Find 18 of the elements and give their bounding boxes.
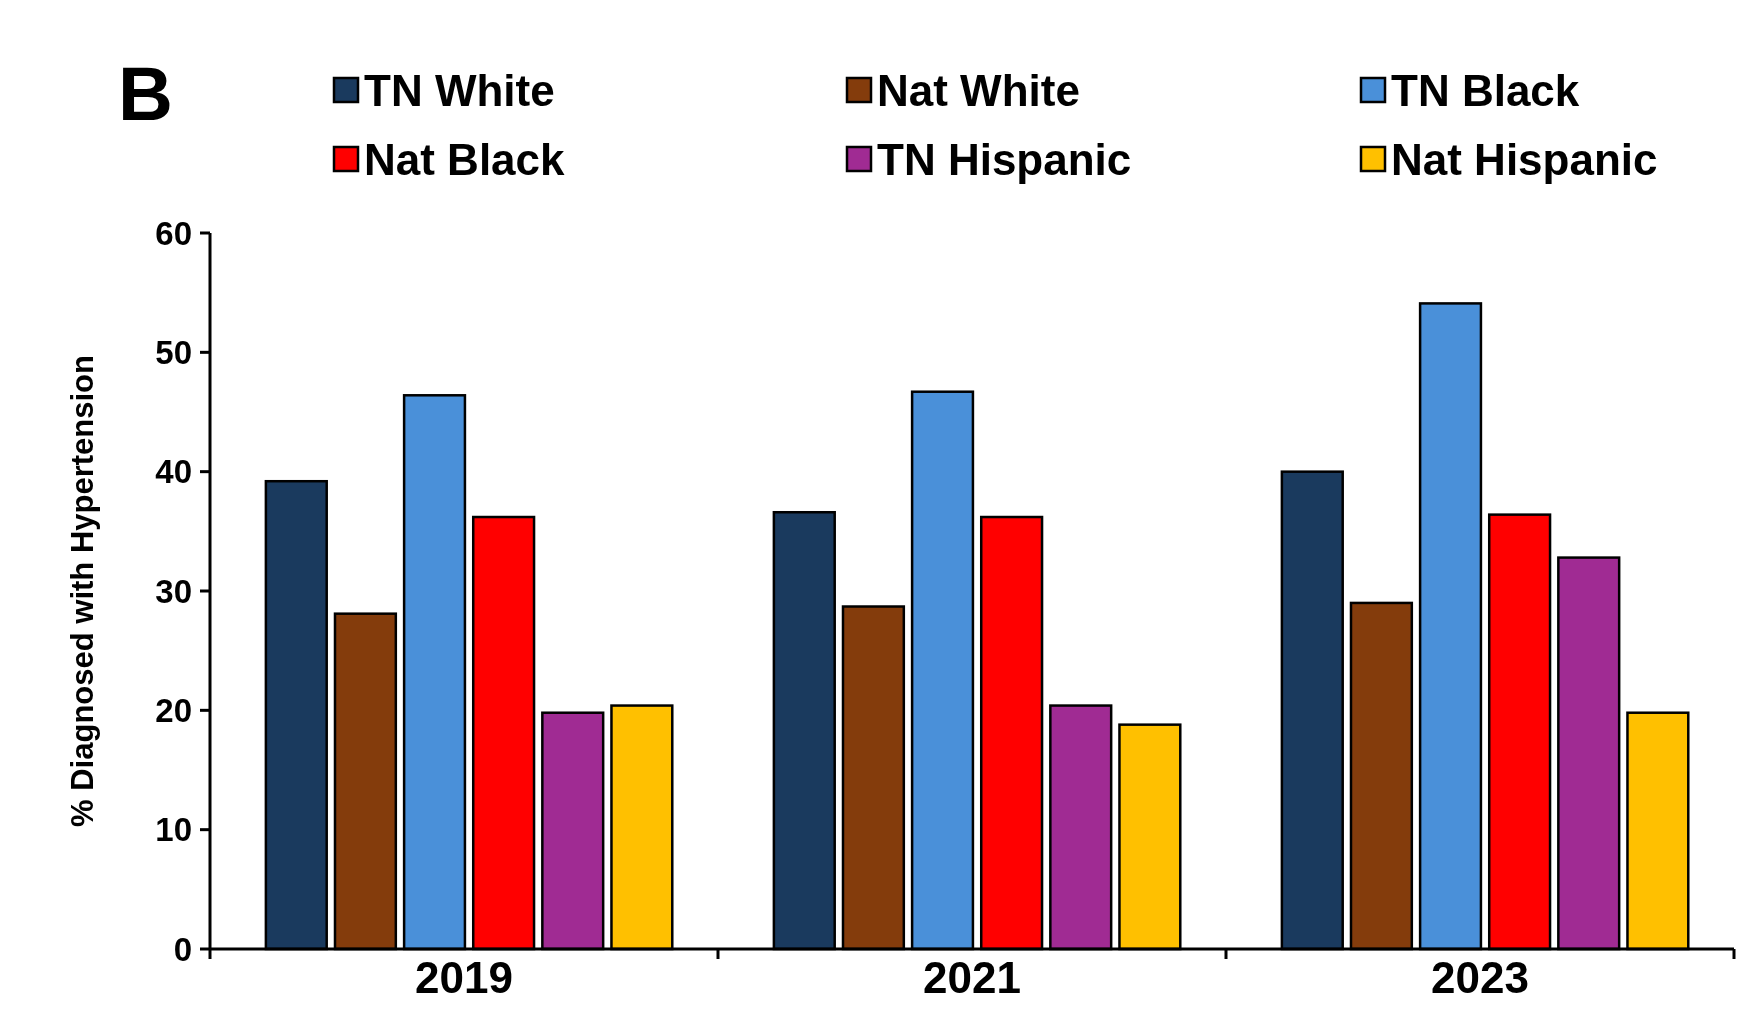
x-tick-label: 2021	[923, 953, 1021, 1002]
legend-label: Nat Hispanic	[1391, 134, 1658, 184]
y-tick-label: 40	[155, 453, 192, 491]
text: B	[118, 51, 173, 136]
y-tick-label: 10	[155, 811, 192, 849]
legend-label: Nat Black	[364, 134, 566, 184]
y-tick-label: 30	[155, 572, 192, 610]
legend-label: Nat White	[877, 65, 1080, 115]
y-tick-label: 50	[155, 333, 192, 371]
y-axis-title: % Diagnosed with Hypertension	[64, 355, 100, 827]
y-tick-label: 20	[155, 691, 192, 729]
y-tick-label: 0	[173, 930, 192, 968]
legend-label: TN Hispanic	[877, 134, 1132, 184]
legend-label: TN Black	[1391, 65, 1580, 115]
x-tick-label: 2019	[415, 953, 513, 1002]
y-tick-label: 60	[155, 214, 192, 252]
x-tick-label: 2023	[1431, 953, 1529, 1002]
legend-label: TN White	[364, 65, 555, 115]
